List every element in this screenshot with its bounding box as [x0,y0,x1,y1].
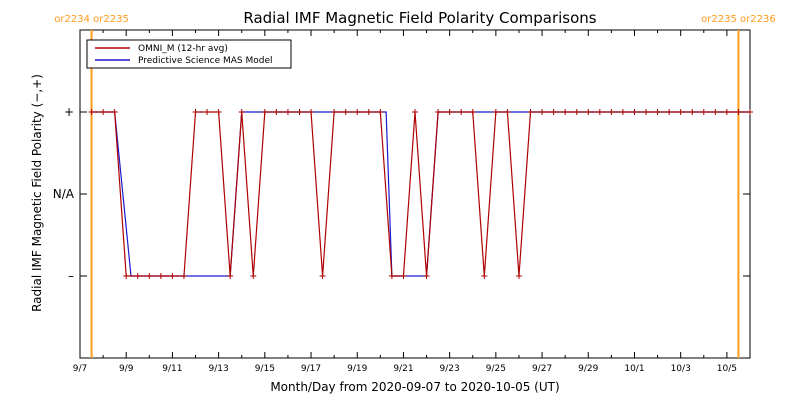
data-point [273,109,280,115]
data-point [573,109,580,115]
data-point [504,109,511,115]
x-axis-label: Month/Day from 2020-09-07 to 2020-10-05 … [270,380,559,394]
data-point [204,109,211,115]
carrington-marker-label: or2234 or2235 [54,14,129,25]
data-point [342,109,349,115]
y-tick-label: + [64,105,74,119]
data-point [735,109,742,115]
x-tick-label: 9/13 [209,364,229,374]
data-point [723,109,730,115]
data-point [712,109,719,115]
data-point [619,109,626,115]
data-point [747,109,753,115]
x-tick-label: 10/3 [671,364,691,374]
data-point [88,109,95,115]
y-axis-ticks: + N/A – [53,105,750,283]
data-point [261,109,268,115]
data-point [550,109,557,115]
data-point [169,273,176,279]
legend-label-omni: OMNI_M (12-hr avg) [138,44,228,54]
data-point [123,273,130,279]
x-tick-label: 9/23 [440,364,460,374]
data-point [458,109,465,115]
data-point [631,109,638,115]
data-point [435,109,442,115]
x-tick-label: 9/17 [301,364,321,374]
legend-box [86,39,292,69]
data-point [608,109,615,115]
data-point [192,109,199,115]
series-line-0 [91,111,750,277]
data-point [423,273,430,279]
data-point [677,109,684,115]
data-point [250,273,257,279]
data-point [700,109,707,115]
x-tick-label: 9/29 [578,364,598,374]
data-point [562,109,569,115]
data-point [689,109,696,115]
y-axis-label: Radial IMF Magnetic Field Polarity (−,+) [30,74,44,312]
data-point [354,109,361,115]
data-point [146,273,153,279]
data-point [157,273,164,279]
x-tick-label: 9/11 [162,364,182,374]
data-point [319,273,326,279]
data-point [481,273,488,279]
x-tick-label: 9/19 [347,364,367,374]
data-point [527,109,534,115]
legend-label-mas: Predictive Science MAS Model [138,56,273,66]
series-layer [88,109,753,279]
x-tick-label: 9/15 [255,364,275,374]
data-point [585,109,592,115]
x-tick-label: 10/5 [717,364,737,374]
data-point [215,109,222,115]
data-point [180,273,187,279]
data-point [654,109,661,115]
data-point [400,273,407,279]
data-point [492,109,499,115]
data-point [666,109,673,115]
legend: OMNI_M (12-hr avg) Predictive Science MA… [86,39,292,69]
data-point [365,109,372,115]
data-point [596,109,603,115]
data-point [284,109,291,115]
chart-title: Radial IMF Magnetic Field Polarity Compa… [243,9,596,27]
data-point [100,109,107,115]
data-point [515,273,522,279]
data-point [134,273,141,279]
data-point [388,273,395,279]
data-point [238,109,245,115]
data-point [539,109,546,115]
y-tick-label: N/A [53,187,75,201]
x-tick-label: 10/1 [624,364,644,374]
carrington-markers: or2234 or2235 or2235 or2236 [54,14,776,358]
data-point [331,109,338,115]
data-point [308,109,315,115]
data-point [296,109,303,115]
data-point [227,273,234,279]
data-point [469,109,476,115]
data-point [446,109,453,115]
x-axis-ticks: 9/7 9/9 9/11 9/13 9/15 9/17 9/19 9/21 9/23 9/25 9/… [73,30,751,374]
x-tick-label: 9/21 [393,364,413,374]
data-point [111,109,118,115]
data-point [377,109,384,115]
x-tick-label: 9/27 [532,364,552,374]
x-tick-label: 9/9 [119,364,134,374]
x-tick-label: 9/7 [73,364,87,374]
data-point [412,109,418,115]
data-point [643,109,650,115]
carrington-marker-label: or2235 or2236 [701,14,776,25]
y-tick-label: – [68,269,74,283]
x-tick-label: 9/25 [486,364,506,374]
